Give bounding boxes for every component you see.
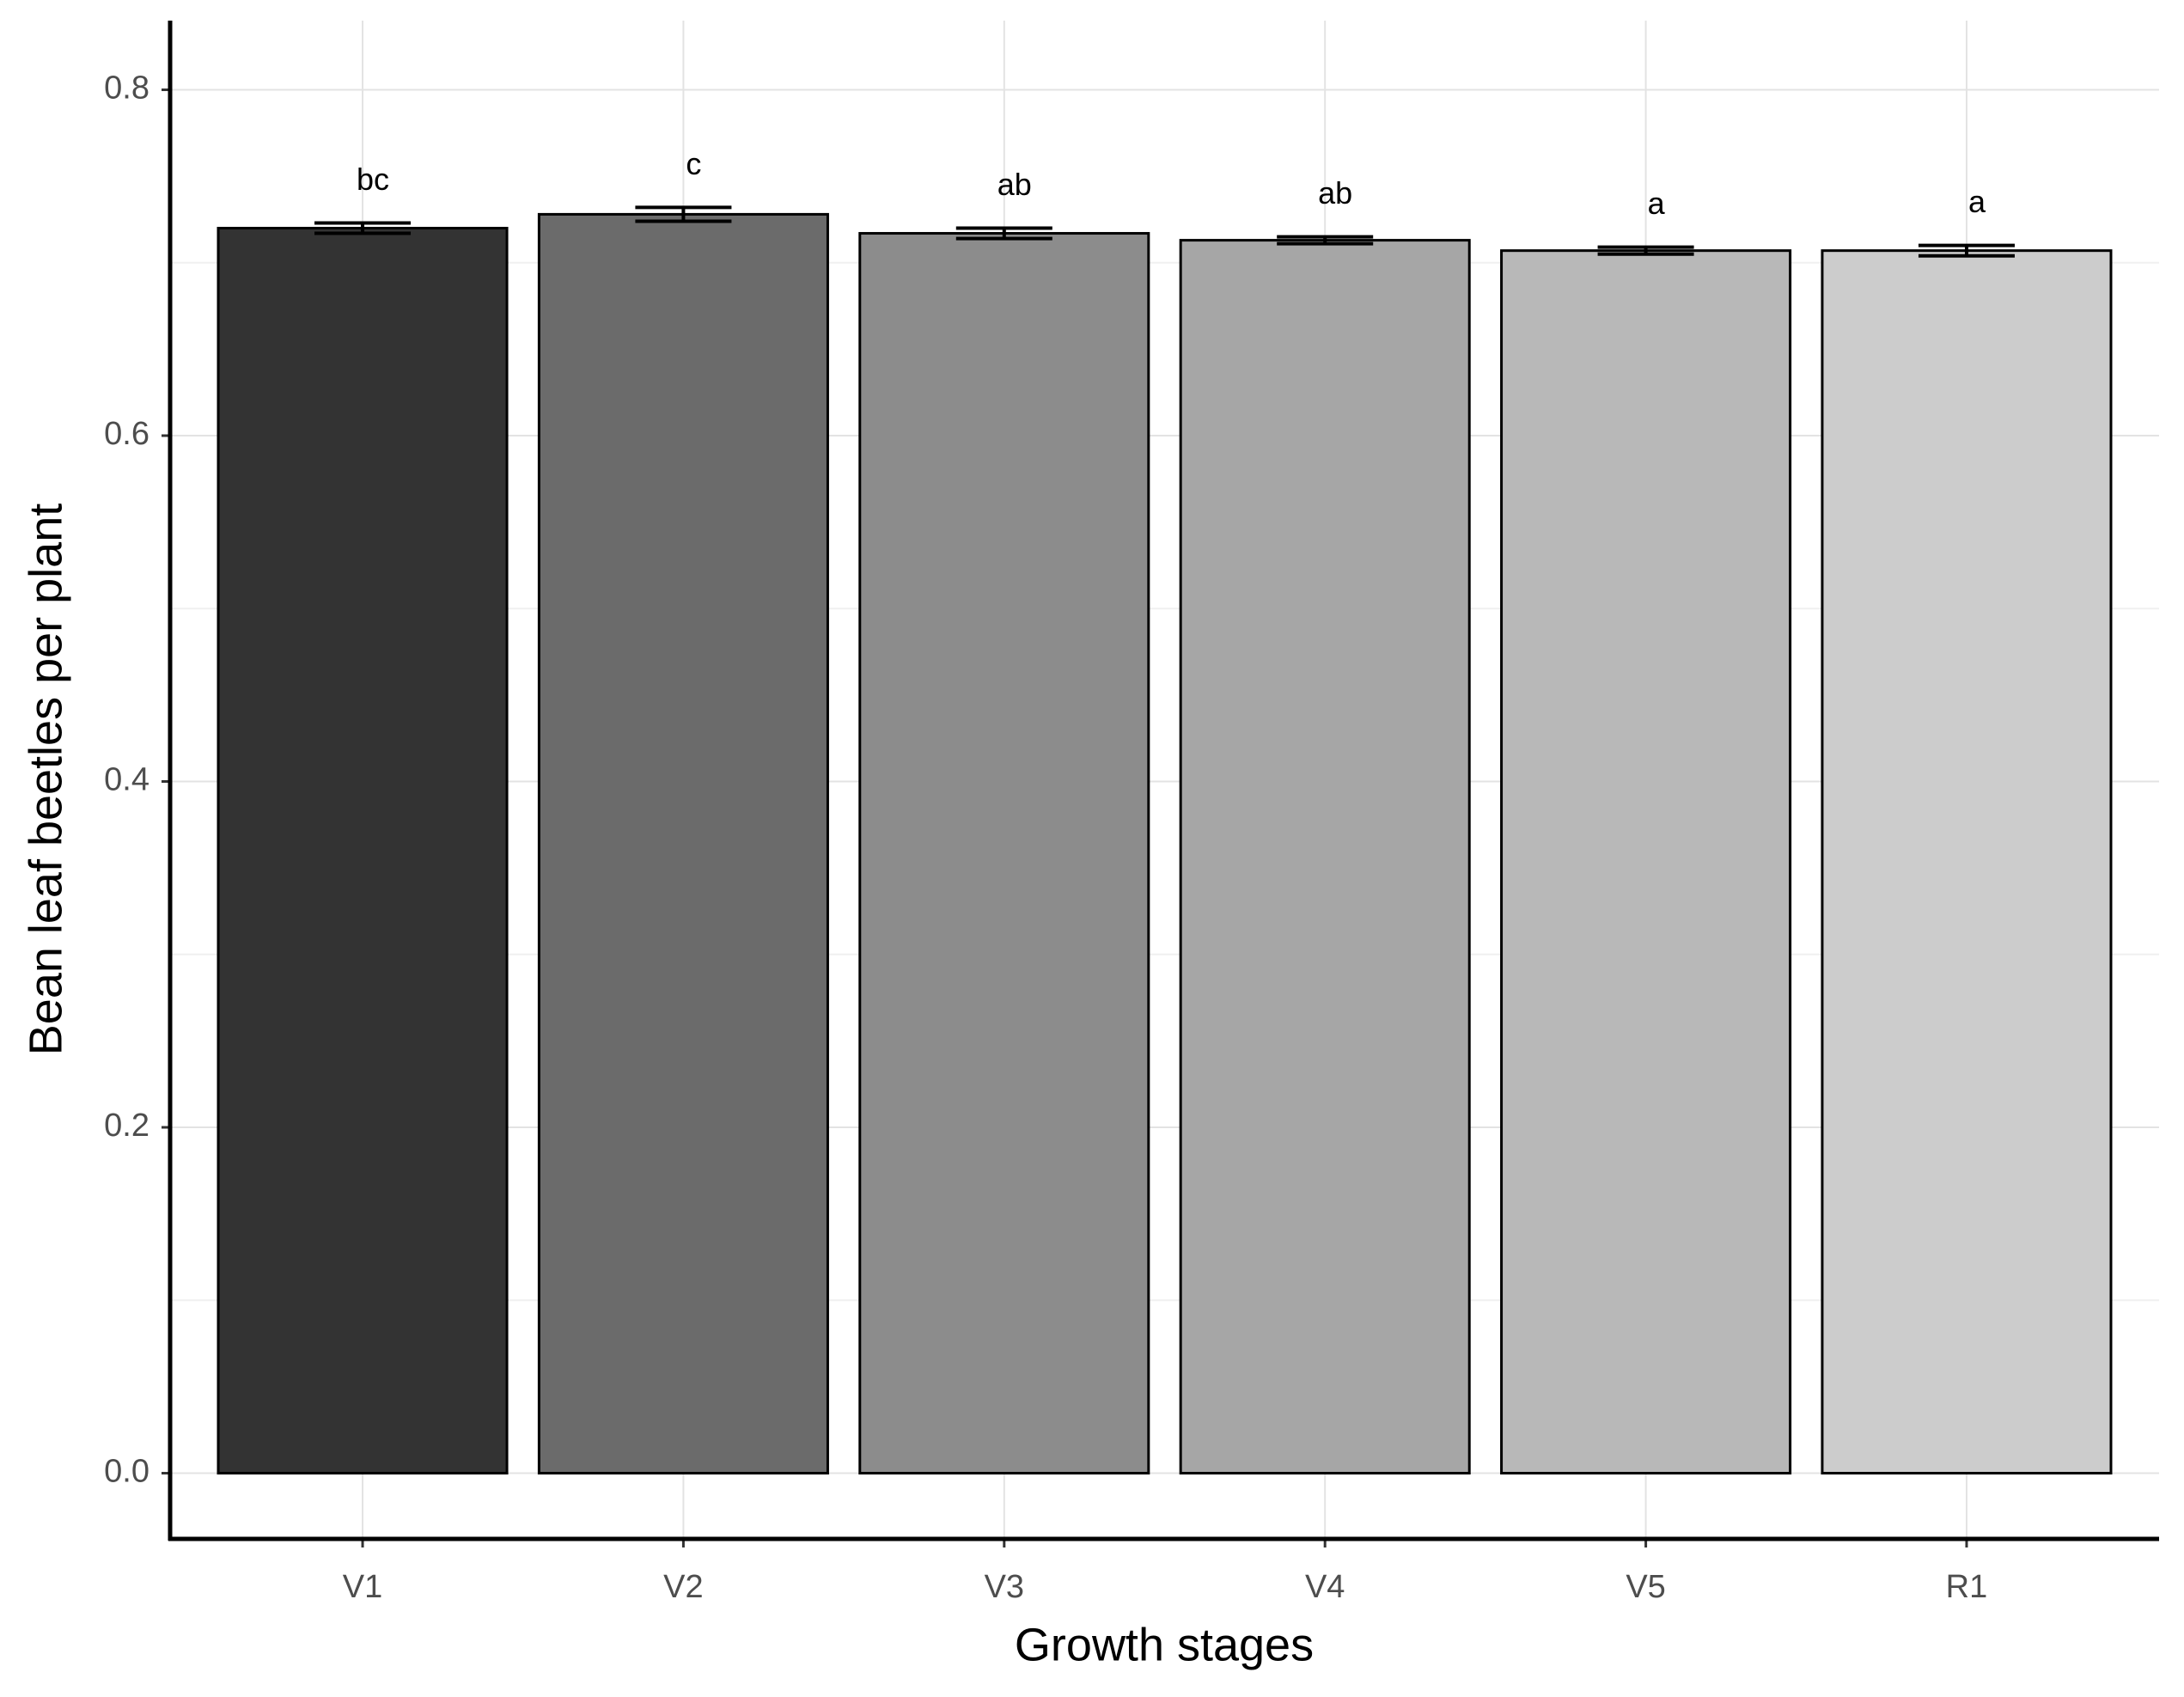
y-tick-label: 0.0	[104, 1454, 149, 1490]
bar	[1179, 239, 1471, 1475]
significance-letter: ab	[997, 167, 1032, 202]
error-bar	[1277, 235, 1374, 246]
x-tick-label: V3	[985, 1569, 1024, 1605]
y-tick-label: 0.8	[104, 70, 149, 107]
bar	[1500, 249, 1792, 1475]
x-tick-label: V4	[1305, 1569, 1345, 1605]
y-tick-label: 0.4	[104, 762, 149, 798]
significance-letter: a	[1648, 186, 1666, 221]
y-tick-label: 0.2	[104, 1108, 149, 1144]
x-axis-title: Growth stages	[1015, 1619, 1314, 1670]
x-tick-label: V2	[663, 1569, 703, 1605]
bar	[537, 212, 829, 1475]
x-tick-label: R1	[1946, 1569, 1988, 1605]
bar	[1821, 249, 2113, 1475]
significance-letter: a	[1968, 184, 1986, 219]
error-bar	[314, 221, 412, 235]
bar	[217, 227, 509, 1475]
x-tick-label: V1	[343, 1569, 382, 1605]
error-bar	[955, 226, 1052, 241]
error-bar	[635, 205, 732, 223]
bar	[858, 232, 1150, 1475]
x-tick-label: V5	[1626, 1569, 1665, 1605]
significance-letter: bc	[357, 162, 389, 197]
error-bar	[1597, 245, 1694, 256]
significance-letter: c	[686, 146, 701, 181]
error-bar	[1918, 243, 2015, 258]
y-tick-label: 0.6	[104, 416, 149, 452]
significance-letter: ab	[1318, 175, 1352, 211]
y-axis-title: Bean leaf beetles per plant	[20, 504, 71, 1055]
